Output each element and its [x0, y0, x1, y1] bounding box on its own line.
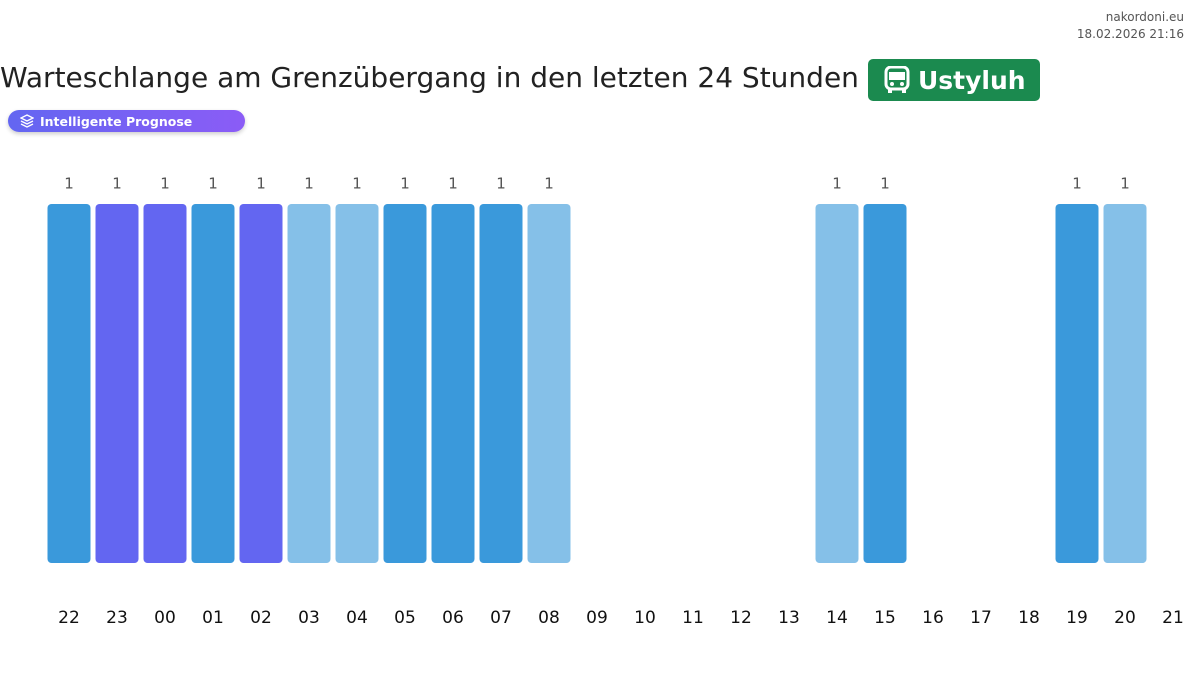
x-tick-label: 04	[346, 608, 368, 628]
bar	[191, 204, 235, 563]
site-name: nakordoni.eu	[1105, 10, 1184, 24]
bar	[1103, 204, 1147, 563]
value-label: 1	[256, 175, 266, 193]
title: Warteschlange am Grenzübergang in den le…	[0, 61, 859, 94]
value-label: 1	[880, 175, 890, 193]
x-tick-label: 05	[394, 608, 416, 628]
x-tick-label: 17	[970, 608, 992, 628]
forecast-badge: Intelligente Prognose	[8, 110, 245, 132]
bar	[383, 204, 427, 563]
bar	[479, 204, 523, 563]
value-label: 1	[208, 175, 218, 193]
bar	[431, 204, 475, 563]
bar	[863, 204, 907, 563]
x-tick-label: 13	[778, 608, 800, 628]
forecast-label: Intelligente Prognose	[40, 113, 193, 129]
value-label: 1	[544, 175, 554, 193]
crossing-name: Ustyluh	[918, 65, 1026, 95]
crossing-badge: Ustyluh	[868, 59, 1040, 101]
bar	[95, 204, 139, 563]
value-label: 1	[832, 175, 842, 193]
site-info: nakordoni.eu 18.02.2026 21:16	[1077, 9, 1184, 43]
value-label: 1	[496, 175, 506, 193]
x-tick-label: 23	[106, 608, 128, 628]
x-tick-label: 00	[154, 608, 176, 628]
x-tick-label: 21	[1162, 608, 1184, 628]
value-label: 1	[1120, 175, 1130, 193]
bar	[335, 204, 379, 563]
bar	[239, 204, 283, 563]
x-tick-label: 11	[682, 608, 704, 628]
x-tick-label: 09	[586, 608, 608, 628]
bar	[143, 204, 187, 563]
value-label: 1	[1072, 175, 1082, 193]
x-tick-label: 16	[922, 608, 944, 628]
x-tick-label: 08	[538, 608, 560, 628]
x-tick-label: 15	[874, 608, 896, 628]
value-label: 1	[112, 175, 122, 193]
bus-icon	[884, 66, 910, 93]
bar	[815, 204, 859, 563]
bar	[47, 204, 91, 563]
timestamp: 18.02.2026 21:16	[1076, 27, 1184, 41]
value-label: 1	[352, 175, 362, 193]
x-tick-label: 07	[490, 608, 512, 628]
x-tick-label: 20	[1114, 608, 1136, 628]
x-tick-label: 01	[202, 608, 224, 628]
bar	[527, 204, 571, 563]
x-tick-label: 22	[58, 608, 80, 628]
x-tick-label: 18	[1018, 608, 1040, 628]
value-label: 1	[64, 175, 74, 193]
x-tick-label: 06	[442, 608, 464, 628]
x-tick-label: 03	[298, 608, 320, 628]
value-label: 1	[448, 175, 458, 193]
value-label: 1	[304, 175, 314, 193]
layers-icon	[20, 114, 34, 128]
bar	[1055, 204, 1099, 563]
value-label: 1	[400, 175, 410, 193]
bar	[287, 204, 331, 563]
x-tick-label: 02	[250, 608, 272, 628]
x-tick-label: 10	[634, 608, 656, 628]
value-label: 1	[160, 175, 170, 193]
x-tick-label: 14	[826, 608, 848, 628]
x-tick-label: 19	[1066, 608, 1088, 628]
x-tick-label: 12	[730, 608, 752, 628]
